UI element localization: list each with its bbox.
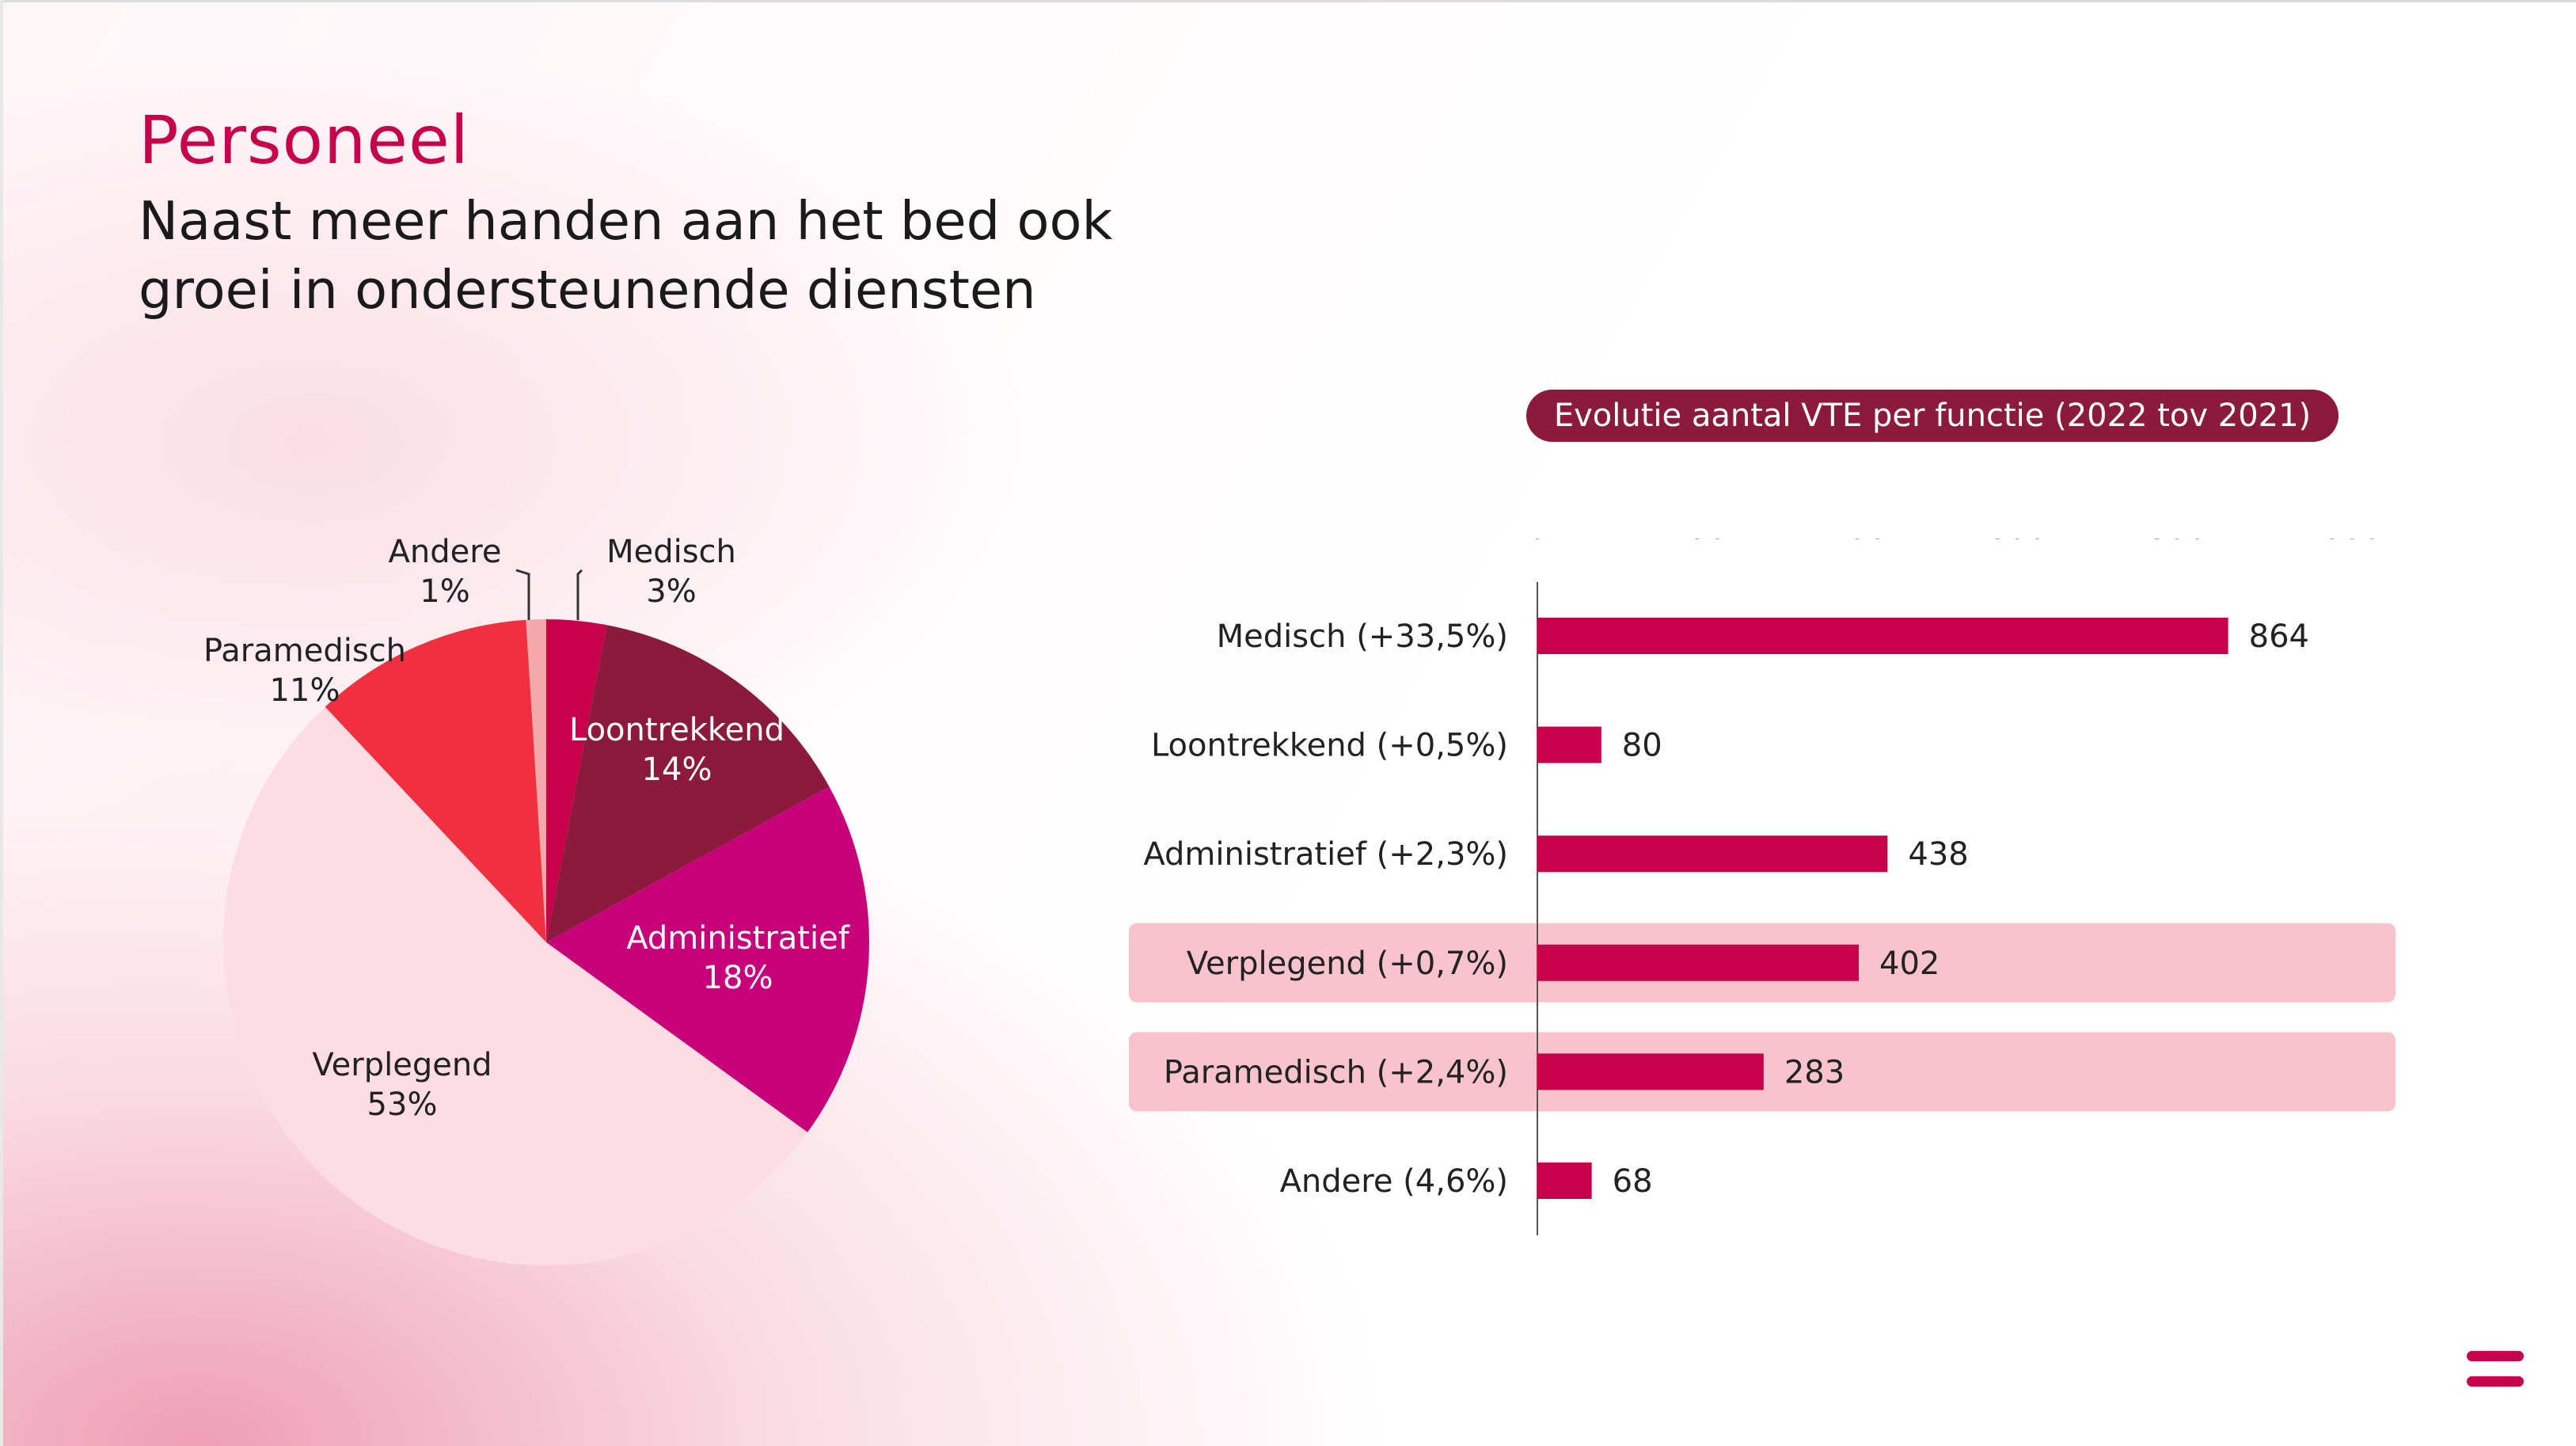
pie-label-administratief: Administratief bbox=[626, 920, 849, 957]
pie-slice-andere bbox=[526, 619, 546, 942]
pie-value-loontrekkend: 14% bbox=[642, 752, 712, 788]
top-border bbox=[0, 0, 2576, 2]
data-label-administratief-2-3: 438 bbox=[1908, 836, 1968, 873]
logo-line bbox=[2467, 1376, 2524, 1387]
category-label-loontrekkend-0-5: Loontrekkend (+0,5%) bbox=[1151, 728, 1508, 764]
category-label-paramedisch-2-4: Paramedisch (+2,4%) bbox=[1164, 1054, 1508, 1090]
pie-slice-administratief bbox=[546, 786, 870, 1132]
data-label-loontrekkend-0-5: 80 bbox=[1622, 728, 1662, 764]
x-tick-label: 600 bbox=[1987, 538, 2047, 546]
x-tick-label: 800 bbox=[2147, 538, 2207, 546]
x-tick-label: 400 bbox=[1827, 538, 1887, 546]
slide-title: Personeel bbox=[139, 101, 469, 179]
pie-value-administratief: 18% bbox=[703, 960, 773, 996]
pie-label-loontrekkend: Loontrekkend bbox=[569, 712, 785, 748]
pie-label-andere: Andere bbox=[389, 534, 502, 570]
logo-line bbox=[2467, 1351, 2524, 1361]
pie-value-andere: 1% bbox=[420, 573, 469, 610]
category-label-medisch-33-5: Medisch (+33,5%) bbox=[1217, 618, 1508, 655]
bar-chart-title: Evolutie aantal VTE per functie (2022 to… bbox=[1526, 390, 2339, 442]
data-label-medisch-33-5: 864 bbox=[2249, 618, 2309, 655]
slide-subtitle: Naast meer handen aan het bed ook groei … bbox=[139, 190, 1113, 321]
pie-label-paramedisch: Paramedisch bbox=[203, 633, 406, 669]
left-border bbox=[0, 0, 3, 1446]
pie-value-paramedisch: 11% bbox=[270, 672, 340, 709]
bar-administratief-2-3 bbox=[1537, 835, 1888, 873]
bar-paramedisch-2-4 bbox=[1537, 1053, 1764, 1090]
bar-andere-4-6 bbox=[1537, 1163, 1592, 1199]
x-tick-label: 0 bbox=[1527, 538, 1547, 546]
pie-value-medisch: 3% bbox=[646, 573, 696, 610]
pie-slice-paramedisch bbox=[325, 619, 546, 942]
data-label-andere-4-6: 68 bbox=[1613, 1163, 1653, 1200]
data-label-paramedisch-2-4: 283 bbox=[1784, 1054, 1845, 1090]
x-tick-label: 200 bbox=[1667, 538, 1727, 546]
pie-label-verplegend: Verplegend bbox=[312, 1047, 492, 1083]
bar-verplegend-0-7 bbox=[1537, 944, 1860, 981]
pie-leader-line bbox=[515, 569, 530, 620]
pie-label-medisch: Medisch bbox=[606, 534, 736, 570]
pie-slice-medisch bbox=[546, 619, 607, 942]
category-label-andere-4-6: Andere (4,6%) bbox=[1280, 1163, 1508, 1200]
data-label-verplegend-0-7: 402 bbox=[1879, 946, 1940, 982]
pie-leader-line bbox=[576, 569, 583, 620]
pie-slice-verplegend bbox=[223, 706, 808, 1265]
pie-value-verplegend: 53% bbox=[367, 1086, 438, 1123]
category-label-verplegend-0-7: Verplegend (+0,7%) bbox=[1187, 946, 1508, 982]
pie-slice-loontrekkend bbox=[546, 625, 830, 942]
bar-chart: 0 200 400 600 800 1 000 Medisch (+33,5%) 864 Loo… bbox=[1129, 538, 2396, 1235]
bar-medisch-33-5 bbox=[1537, 618, 2228, 654]
x-tick-label: 1 000 bbox=[2292, 538, 2383, 546]
category-label-administratief-2-3: Administratief (+2,3%) bbox=[1143, 836, 1508, 873]
menu-lines-icon bbox=[2467, 1348, 2524, 1392]
bar-loontrekkend-0-5 bbox=[1537, 726, 1601, 763]
